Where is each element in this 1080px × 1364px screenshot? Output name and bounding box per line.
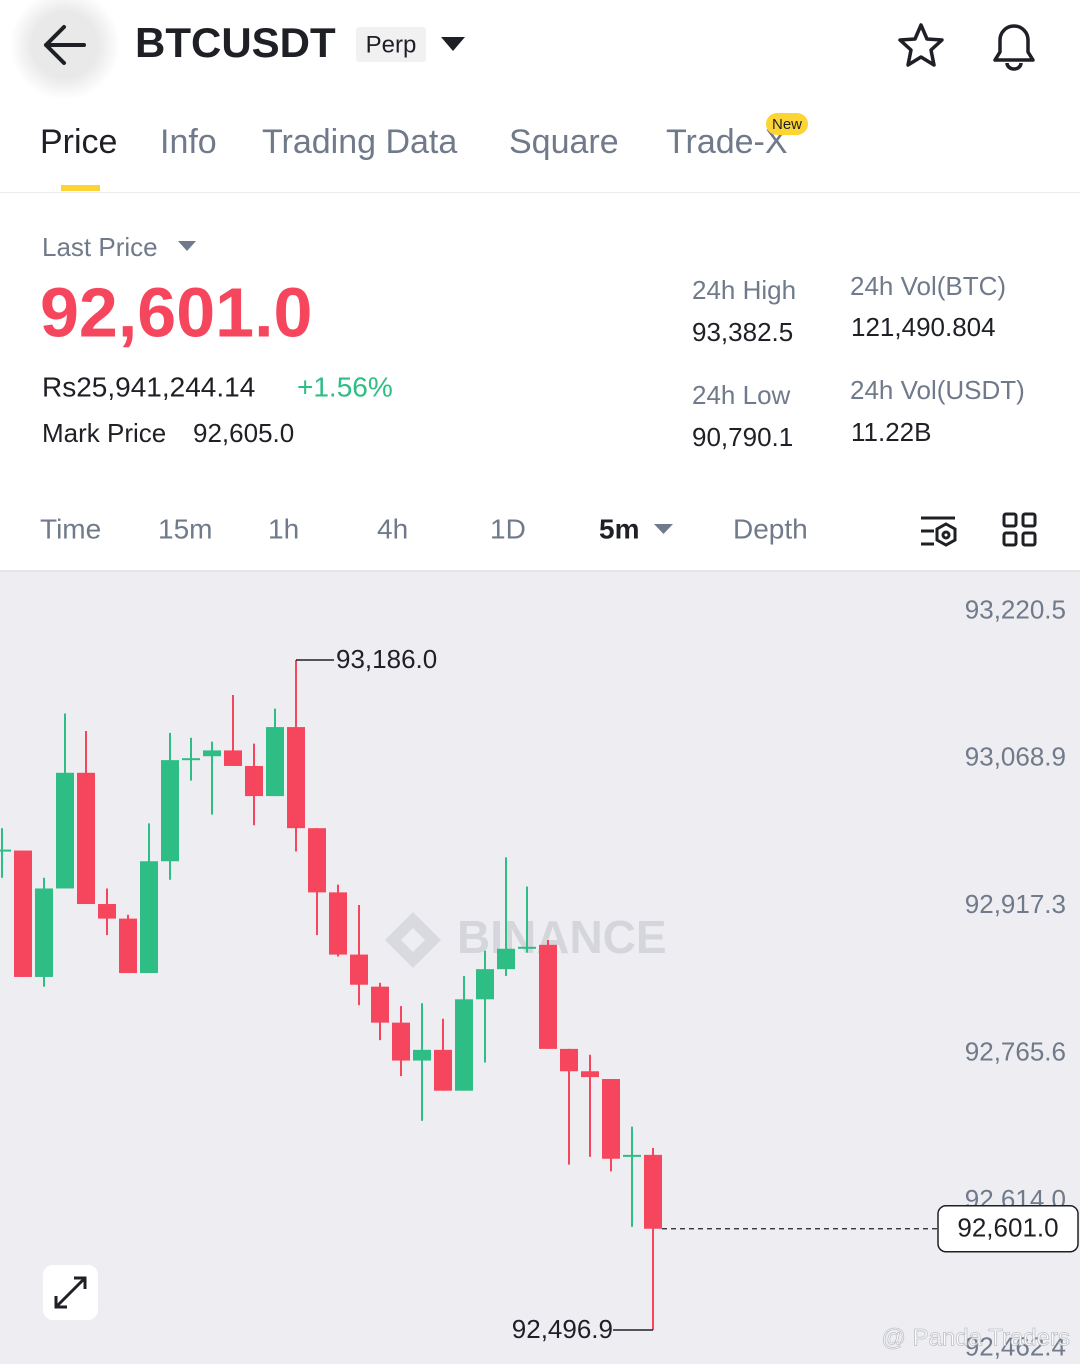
high-marker-label: 93,186.0: [336, 644, 437, 674]
symbol-dropdown[interactable]: [441, 37, 465, 51]
stat-label: 24h Vol(BTC): [850, 271, 1006, 301]
candle-body: [245, 765, 263, 797]
tab-indicator: [61, 185, 100, 191]
stat-label: 24h High: [692, 275, 796, 305]
candle-body: [623, 1154, 641, 1157]
candle-body: [413, 1049, 431, 1061]
interval[interactable]: 1h: [268, 513, 299, 544]
candle-body: [455, 999, 473, 1091]
candle-body: [266, 727, 284, 797]
y-tick-label: 92,765.6: [965, 1037, 1066, 1067]
interval[interactable]: 15m: [158, 513, 212, 544]
credit: @ Panda Traders: [882, 1324, 1070, 1351]
local-price: Rs25,941,244.14: [42, 371, 255, 402]
alert-icon[interactable]: [993, 24, 1035, 71]
candle-body: [602, 1079, 620, 1159]
stat-value: 11.22B: [851, 417, 931, 447]
candle-body: [644, 1154, 662, 1229]
stat-value: 121,490.804: [851, 312, 996, 342]
candle-body: [140, 861, 158, 974]
y-tick-label: 92,462.4: [965, 1331, 1066, 1361]
tab[interactable]: Info: [160, 123, 217, 161]
watermark: BINANCE: [457, 911, 667, 963]
candle-body: [539, 944, 557, 1049]
candle-body: [203, 750, 221, 757]
candle-body: [0, 849, 11, 852]
candle-body: [581, 1071, 599, 1078]
candle-body: [560, 1048, 578, 1072]
divider: [0, 570, 1080, 572]
interval[interactable]: Depth: [733, 513, 808, 544]
divider: [0, 192, 1080, 193]
stat-label: 24h Vol(USDT): [850, 375, 1025, 405]
expand-icon: [54, 1276, 87, 1309]
candle-body: [434, 1049, 452, 1091]
last-price-box: [937, 1205, 1079, 1253]
interval-selected[interactable]: 5m: [599, 513, 639, 544]
candle-body: [182, 758, 200, 761]
y-tick-label: 92,917.3: [965, 889, 1066, 919]
last-price-label[interactable]: Last Price: [42, 232, 158, 262]
stat-value: 93,382.5: [692, 317, 793, 347]
last-price: 92,601.0: [40, 273, 312, 351]
tab[interactable]: Trade-X: [666, 123, 788, 161]
y-tick-label: 93,068.9: [965, 742, 1066, 772]
candle-body: [98, 904, 116, 919]
interval[interactable]: 4h: [377, 513, 408, 544]
candle-body: [224, 750, 242, 766]
watermark-logo: [385, 912, 441, 968]
candle-body: [35, 888, 53, 977]
candle-body: [308, 828, 326, 893]
last-price-label: 92,601.0: [957, 1213, 1058, 1243]
candle-body: [392, 1022, 410, 1061]
low-marker-label: 92,496.9: [512, 1314, 613, 1344]
favorite-icon[interactable]: [898, 23, 944, 67]
candle-body: [161, 760, 179, 862]
interval[interactable]: 1D: [490, 513, 526, 544]
candle-body: [119, 918, 137, 974]
tab[interactable]: Price: [40, 123, 117, 161]
layout-icon[interactable]: [1002, 512, 1037, 547]
back-button[interactable]: [10, 0, 120, 100]
stat-label: 24h Low: [692, 380, 791, 410]
candle-body: [497, 948, 515, 970]
candle-body: [350, 954, 368, 985]
candle-body: [77, 772, 95, 905]
indicator-icon[interactable]: [921, 516, 957, 547]
candle-body: [518, 946, 536, 949]
stat-value: 90,790.1: [692, 422, 793, 452]
mark-price: 92,605.0: [193, 418, 294, 448]
badge-bg: [356, 27, 426, 62]
new-badge: New: [772, 116, 802, 133]
change: +1.56%: [297, 371, 393, 402]
dropdown: [178, 241, 196, 251]
y-tick-label: 93,220.5: [965, 594, 1066, 624]
candle-body: [14, 850, 32, 977]
tab[interactable]: Square: [509, 123, 619, 161]
back-arrow: [44, 25, 86, 65]
perp-badge: Perp: [366, 31, 417, 58]
mark-price-label: Mark Price: [42, 418, 166, 448]
tab[interactable]: Trading Data: [262, 123, 457, 161]
candle-body: [476, 969, 494, 1000]
candle-body: [371, 986, 389, 1023]
interval[interactable]: Time: [40, 513, 101, 544]
new-badge-bg: [766, 113, 808, 135]
candle-body: [329, 892, 347, 955]
symbol[interactable]: BTCUSDT: [135, 19, 336, 66]
dropdown: [654, 524, 673, 534]
candle-body: [56, 772, 74, 889]
candle-body: [287, 727, 305, 829]
